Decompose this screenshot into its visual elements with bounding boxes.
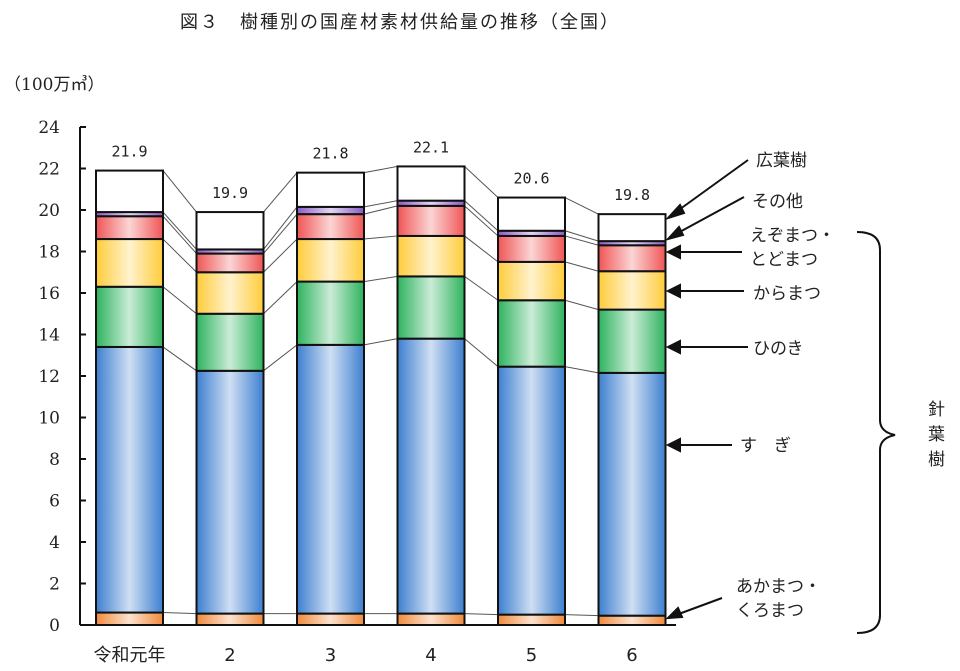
label-akamatsu-2: くろまつ [736,601,804,621]
arrow-icons [664,159,749,620]
conifer-bracket [856,231,896,634]
label-other: その他 [752,192,803,212]
label-conifer-1: 針 [928,400,945,420]
bar-4 [497,196,566,626]
y-tick-label: 12 [38,367,60,387]
bar-segment [195,211,265,251]
bar-segment [195,312,265,372]
label-karamatsu: からまつ [753,284,821,304]
x-category-label: 6 [626,645,637,666]
bar-segment [396,275,466,340]
label-sugi: す ぎ [740,436,791,456]
y-tick-label: 14 [38,326,60,346]
bar-segment [396,612,466,627]
label-hardwood: 広葉樹 [756,151,807,171]
bar-segment [597,308,667,374]
bar-segment [195,369,265,615]
bar-segment [95,238,164,288]
bar-segment [296,171,365,208]
label-conifer-2: 葉 [928,425,945,445]
label-akamatsu-1: あかまつ・ [736,577,821,597]
bar-2 [296,171,365,627]
x-category-label: 令和元年 [94,645,166,666]
y-tick-label: 10 [38,409,60,429]
bar-segment [95,285,164,348]
total-value-label: 20.6 [513,170,549,188]
y-axis-unit: （100万㎥） [4,75,105,95]
x-category-label: 2 [224,645,235,666]
bar-segment [396,337,466,615]
x-category-label: 5 [526,645,537,666]
bar-segment [195,252,265,274]
y-tick-label: 2 [49,575,60,595]
bar-segment [95,169,164,214]
y-tick-label: 4 [49,533,60,553]
bar-segment [597,270,667,311]
bar-segment [396,165,466,202]
label-ezomatsu-2: とどまつ [750,250,818,270]
bar-segment [296,612,365,627]
x-category-label: 4 [425,645,436,666]
total-value-label: 21.8 [312,145,348,163]
bar-3 [396,165,466,627]
bar-segment [497,234,566,263]
bar-segment [597,614,667,626]
bar-segment [597,371,667,617]
bar-segment [396,204,466,237]
bar-segment [95,345,164,614]
total-value-label: 19.8 [614,186,650,204]
bars [95,165,667,627]
bar-segment [497,196,566,232]
bar-segment [195,612,265,627]
bar-segment [195,271,265,315]
bar-segment [597,244,667,273]
bar-5 [597,213,667,626]
bar-segment [95,215,164,241]
bar-segment [497,299,566,368]
labels: 21.9 令和元年 19.9 2 21.8 3 22.1 4 20.6 5 19.8 6 [94,138,651,666]
bar-segment [296,213,365,241]
bar-1 [195,211,265,627]
bar-segment [296,280,365,346]
total-value-label: 22.1 [413,138,449,156]
chart-title: 図３ 樹種別の国産材素材供給量の推移（全国） [180,12,620,33]
x-category-label: 3 [325,645,336,666]
y-tick-label: 18 [38,243,60,263]
bar-segment [296,238,365,283]
bar-0 [95,169,164,626]
label-hinoki: ひのき [753,339,804,359]
total-value-label: 19.9 [212,184,248,202]
total-value-label: 21.9 [111,143,147,161]
y-tick-label: 6 [49,492,60,512]
bar-segment [396,234,466,278]
y-tick-label: 20 [38,201,60,221]
y-tick-label: 16 [38,284,60,304]
bar-segment [497,365,566,616]
connector-lines [162,165,599,617]
bar-segment [497,613,566,626]
label-ezomatsu-1: えぞまつ・ [750,226,835,246]
y-tick-label: 24 [38,118,60,138]
bar-segment [497,260,566,302]
bar-segment [597,213,667,243]
label-conifer-3: 樹 [928,450,945,470]
y-tick-label: 0 [49,616,60,636]
y-tick-label: 8 [49,450,60,470]
annotations: 広葉樹 その他 えぞまつ・ とどまつ からまつ ひのき す ぎ あかまつ・ くろ… [664,151,945,634]
bar-segment [296,205,365,216]
bar-segment [296,343,365,615]
y-tick-label: 22 [38,160,60,180]
bar-segment [95,611,164,626]
